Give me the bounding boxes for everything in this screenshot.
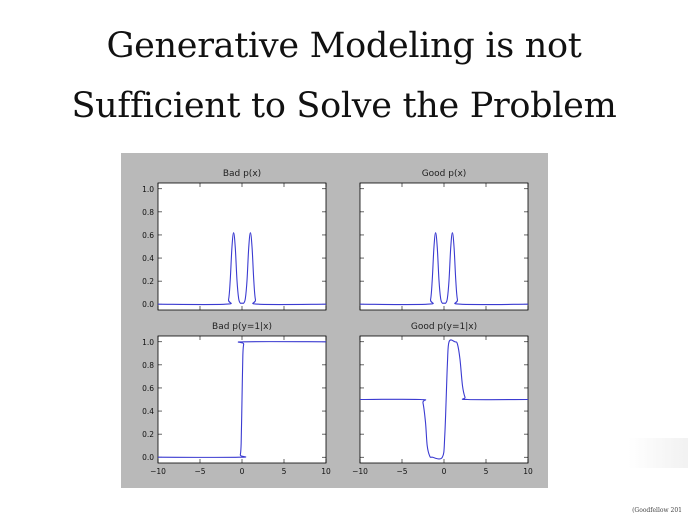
y-tick-label: 0.2 xyxy=(142,277,154,286)
x-tick-label: −10 xyxy=(352,467,368,476)
chart-panel-4: Good p(y=1|x) −10 −5 0 5 10 xyxy=(352,322,533,476)
series-line xyxy=(359,232,529,306)
y-tick-label: 0.6 xyxy=(142,384,154,393)
chart-panel-2: Good p(x) xyxy=(359,169,529,311)
x-tick-label: −10 xyxy=(150,467,166,476)
x-tick-label: 0 xyxy=(240,467,245,476)
x-tick-label: 5 xyxy=(282,467,287,476)
x-tick-label: −5 xyxy=(194,467,205,476)
chart-title: Bad p(x) xyxy=(223,169,261,179)
credit-text: (Goodfellow 201 xyxy=(632,507,682,514)
series-line xyxy=(157,341,327,458)
charts-svg: Bad p(x) 0.0 0.2 0.4 0.6 0.8 1.0 Good p(x) Bad p… xyxy=(142,169,533,476)
y-tick-label: 0.0 xyxy=(142,300,154,309)
x-tick-label: −5 xyxy=(396,467,407,476)
video-control-overlay xyxy=(628,438,688,468)
y-tick-label: 0.8 xyxy=(142,361,154,370)
slide-title-line-2: Sufficient to Solve the Problem xyxy=(71,86,617,126)
y-tick-label: 0.8 xyxy=(142,208,154,217)
figure-panel: Bad p(x) 0.0 0.2 0.4 0.6 0.8 1.0 Good p(x) Bad p… xyxy=(121,153,548,488)
chart-title: Good p(x) xyxy=(422,169,467,179)
plot-area xyxy=(359,182,529,311)
y-tick-label: 0.6 xyxy=(142,231,154,240)
x-tick-label: 10 xyxy=(523,467,533,476)
y-tick-label: 0.0 xyxy=(142,453,154,462)
y-tick-label: 0.4 xyxy=(142,254,154,263)
x-tick-label: 0 xyxy=(442,467,447,476)
x-tick-label: 5 xyxy=(484,467,489,476)
y-tick-label: 0.2 xyxy=(142,430,154,439)
series-line xyxy=(157,232,327,306)
y-tick-label: 1.0 xyxy=(142,338,154,347)
y-tick-label: 0.4 xyxy=(142,407,154,416)
plot-area xyxy=(157,182,327,311)
slide-title-line-1: Generative Modeling is not xyxy=(106,26,582,66)
y-tick-label: 1.0 xyxy=(142,185,154,194)
chart-title: Bad p(y=1|x) xyxy=(212,322,272,332)
chart-panel-1: Bad p(x) 0.0 0.2 0.4 0.6 0.8 1.0 xyxy=(142,169,327,311)
chart-title: Good p(y=1|x) xyxy=(411,322,477,332)
series-line xyxy=(359,339,529,460)
chart-panel-3: Bad p(y=1|x) 0.0 0.2 0.4 0.6 0.8 1.0 −10 −5 0 5 10 xyxy=(142,322,331,476)
x-tick-label: 10 xyxy=(321,467,331,476)
